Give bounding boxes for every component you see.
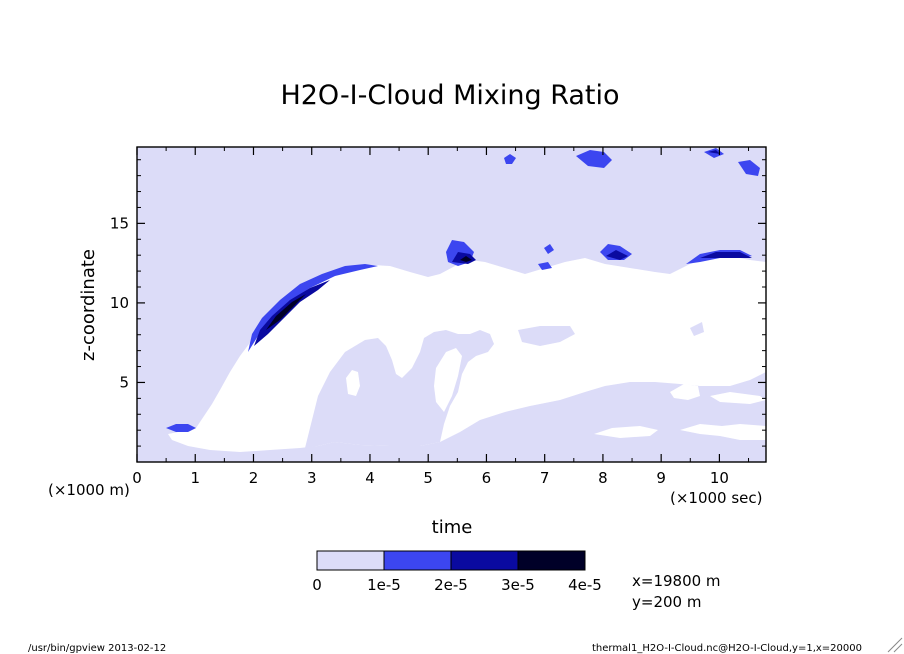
- pale-streak-2: [690, 322, 704, 336]
- x-tick-label: 5: [423, 469, 433, 487]
- x-tick-label: 6: [482, 469, 492, 487]
- pale-streak-1: [518, 326, 575, 346]
- level-3-patches: [266, 256, 472, 330]
- y-axis-ticks: 5 10 15: [110, 159, 766, 447]
- x-tick-label: 4: [365, 469, 375, 487]
- x-tick-label: 2: [249, 469, 259, 487]
- x-tick-label: 1: [190, 469, 200, 487]
- y-tick-label: 15: [110, 214, 129, 232]
- white-pocket-1: [346, 370, 360, 396]
- x-tick-label: 8: [598, 469, 608, 487]
- info-x: x=19800 m: [632, 572, 721, 590]
- x-axis-ticks: 0 1 2 3 4 5 6 7 8 9 10: [132, 147, 750, 487]
- info-y: y=200 m: [632, 593, 701, 611]
- plot-frame: [136, 146, 767, 463]
- y-axis-label: z-coordinate: [78, 249, 99, 361]
- chart-title: H2O-I-Cloud Mixing Ratio: [280, 80, 619, 111]
- y-tick-label: 10: [110, 294, 129, 312]
- x-scale-label: (×1000 sec): [670, 489, 763, 507]
- x-tick-label: 7: [540, 469, 550, 487]
- x-tick-label: 10: [710, 469, 729, 487]
- level-2-patches: [254, 150, 752, 346]
- colorbar-label: 2e-5: [434, 576, 468, 594]
- white-pocket-3: [594, 426, 658, 438]
- colorbar-swatch: [450, 550, 519, 571]
- colorbar-labels: 0 1e-5 2e-5 3e-5 4e-5: [312, 576, 602, 594]
- white-pocket-6: [710, 392, 766, 404]
- x-tick-label: 9: [656, 469, 666, 487]
- colorbar-swatch: [517, 550, 586, 571]
- colorbar-label: 0: [312, 576, 322, 594]
- plot-area: [136, 146, 767, 463]
- resize-grip-icon: [887, 637, 903, 653]
- colorbar-swatch: [316, 550, 385, 571]
- colorbar-label: 3e-5: [501, 576, 535, 594]
- y-tick-label: 5: [119, 373, 129, 391]
- colorbar-label: 4e-5: [568, 576, 602, 594]
- y-scale-label: (×1000 m): [48, 481, 130, 499]
- footer-right: thermal1_H2O-I-Cloud.nc@H2O-I-Cloud,y=1,…: [592, 643, 862, 654]
- white-pocket-5: [670, 384, 700, 400]
- colorbar-swatch: [383, 550, 452, 571]
- x-axis-label: time: [432, 517, 473, 538]
- footer-left: /usr/bin/gpview 2013-02-12: [28, 643, 166, 654]
- colorbar-label: 1e-5: [367, 576, 401, 594]
- white-pocket-2: [434, 348, 462, 412]
- colorbar: [316, 550, 586, 571]
- x-tick-label: 3: [307, 469, 317, 487]
- x-tick-label: 0: [132, 469, 142, 487]
- white-pocket-4: [680, 424, 766, 440]
